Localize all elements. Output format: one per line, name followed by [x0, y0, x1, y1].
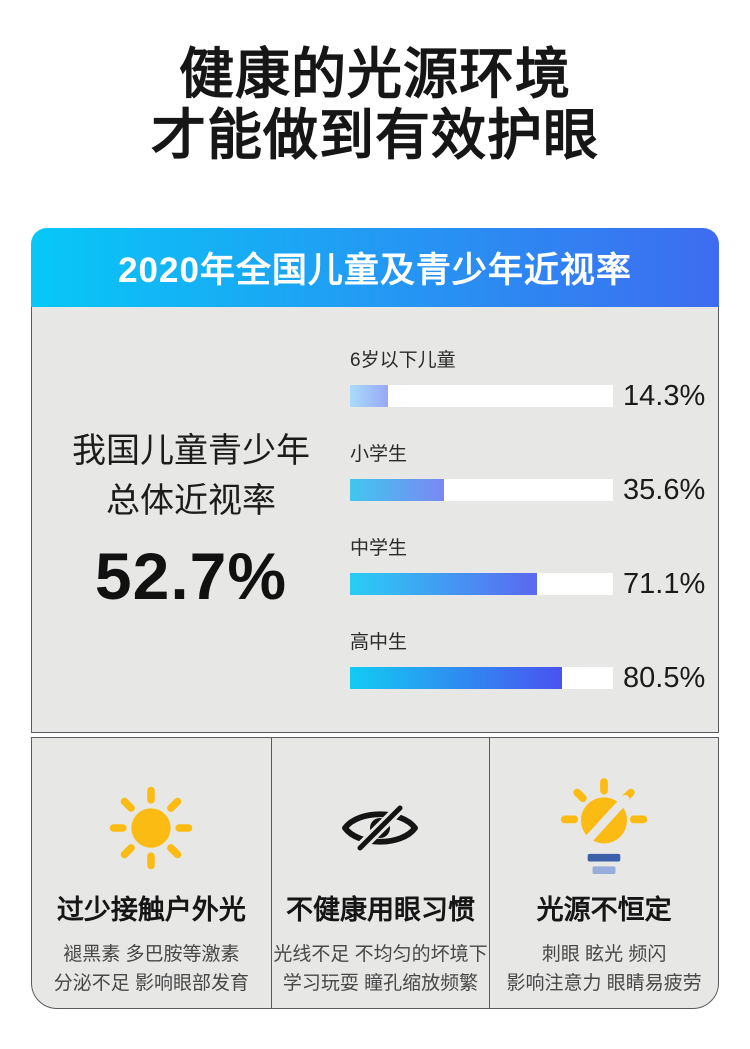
- sun-icon: [32, 782, 271, 874]
- bar-fill: [350, 385, 388, 407]
- myopia-chart-panel: 我国儿童青少年 总体近视率 52.7% 6岁以下儿童 14.3% 小学生 35.6% 中…: [31, 307, 719, 733]
- risk-factor-title: 过少接触户外光: [56, 895, 246, 925]
- main-title-line1: 健康的光源环境: [178, 43, 571, 105]
- risk-factor-desc-line1: 褪黑素 多巴胺等激素: [63, 944, 240, 965]
- bar-category-label: 6岁以下儿童: [350, 349, 456, 371]
- bar-track: [350, 573, 613, 595]
- risk-factors-row: 过少接触户外光 褪黑素 多巴胺等激素 分泌不足 影响眼部发育 不健康用眼习惯 光线不足 …: [31, 737, 719, 1009]
- bar-line: 14.3%: [350, 380, 705, 413]
- risk-factor-card: 不健康用眼习惯光线不足 不均匀的坏境下 学习玩耍 瞳孔缩放频繁: [270, 738, 491, 1008]
- risk-factor-card: 光源不恒定刺眼 眩光 频闪影响注意力 眼睛易疲劳: [490, 738, 718, 1008]
- bar-value-label: 71.1%: [623, 567, 706, 600]
- risk-factor-description: 褪黑素 多巴胺等激素 分泌不足 影响眼部发育: [32, 940, 271, 998]
- risk-factor-desc-line2: 分泌不足 影响眼部发育: [53, 973, 249, 994]
- risk-factor-desc-line1: 刺眼 眩光 频闪: [541, 944, 667, 965]
- chart-row: 小学生 35.6%: [350, 439, 705, 507]
- bar-line: 35.6%: [350, 474, 705, 507]
- risk-factor-desc-line2: 学习玩耍 瞳孔缩放频繁: [282, 973, 479, 994]
- stats-card: 2020年全国儿童及青少年近视率 我国儿童青少年 总体近视率 52.7% 6岁以…: [31, 228, 719, 1009]
- bar-category-label: 高中生: [350, 631, 408, 653]
- main-title-line2: 才能做到有效护眼: [150, 104, 599, 166]
- chart-row: 6岁以下儿童 14.3%: [350, 345, 705, 413]
- summary-text-line2: 总体近视率: [106, 481, 276, 520]
- risk-factor-desc-line1: 光线不足 不均匀的坏境下: [273, 944, 488, 965]
- risk-factor-description: 光线不足 不均匀的坏境下 学习玩耍 瞳孔缩放频繁: [272, 940, 490, 998]
- bar-category-label: 小学生: [350, 443, 408, 465]
- chart-title-banner: 2020年全国儿童及青少年近视率: [31, 228, 719, 307]
- overall-rate-summary: 我国儿童青少年 总体近视率 52.7%: [32, 426, 350, 614]
- chart-row: 中学生 71.1%: [350, 533, 705, 601]
- risk-factor-card: 过少接触户外光褪黑素 多巴胺等激素 分泌不足 影响眼部发育: [32, 738, 271, 1008]
- bulb-flicker-icon: [490, 778, 718, 874]
- eye-off-icon: [272, 782, 490, 874]
- bar-line: 80.5%: [350, 662, 705, 695]
- chart-title: 2020年全国儿童及青少年近视率: [118, 251, 632, 290]
- risk-factor-desc-line2: 影响注意力 眼睛易疲劳: [506, 973, 702, 994]
- bar-value-label: 14.3%: [623, 379, 706, 412]
- bar-value-label: 80.5%: [623, 661, 706, 694]
- risk-factor-title: 光源不恒定: [536, 895, 672, 925]
- bar-fill: [350, 667, 562, 689]
- risk-factor-title: 不健康用眼习惯: [285, 895, 475, 925]
- bar-track: [350, 385, 613, 407]
- risk-factor-description: 刺眼 眩光 频闪影响注意力 眼睛易疲劳: [490, 940, 718, 998]
- bar-fill: [350, 573, 537, 595]
- bar-track: [350, 479, 613, 501]
- summary-text-line1: 我国儿童青少年: [72, 431, 310, 470]
- bar-category-label: 中学生: [350, 537, 408, 559]
- overall-rate-value: 52.7%: [94, 538, 288, 613]
- bar-line: 71.1%: [350, 568, 705, 601]
- main-title: 健康的光源环境 才能做到有效护眼: [0, 0, 750, 166]
- bar-track: [350, 667, 613, 689]
- chart-row: 高中生 80.5%: [350, 627, 705, 695]
- bar-chart: 6岁以下儿童 14.3% 小学生 35.6% 中学生 71.1% 高中生 80.5%: [350, 345, 731, 695]
- bar-value-label: 35.6%: [623, 473, 706, 506]
- bar-fill: [350, 479, 444, 501]
